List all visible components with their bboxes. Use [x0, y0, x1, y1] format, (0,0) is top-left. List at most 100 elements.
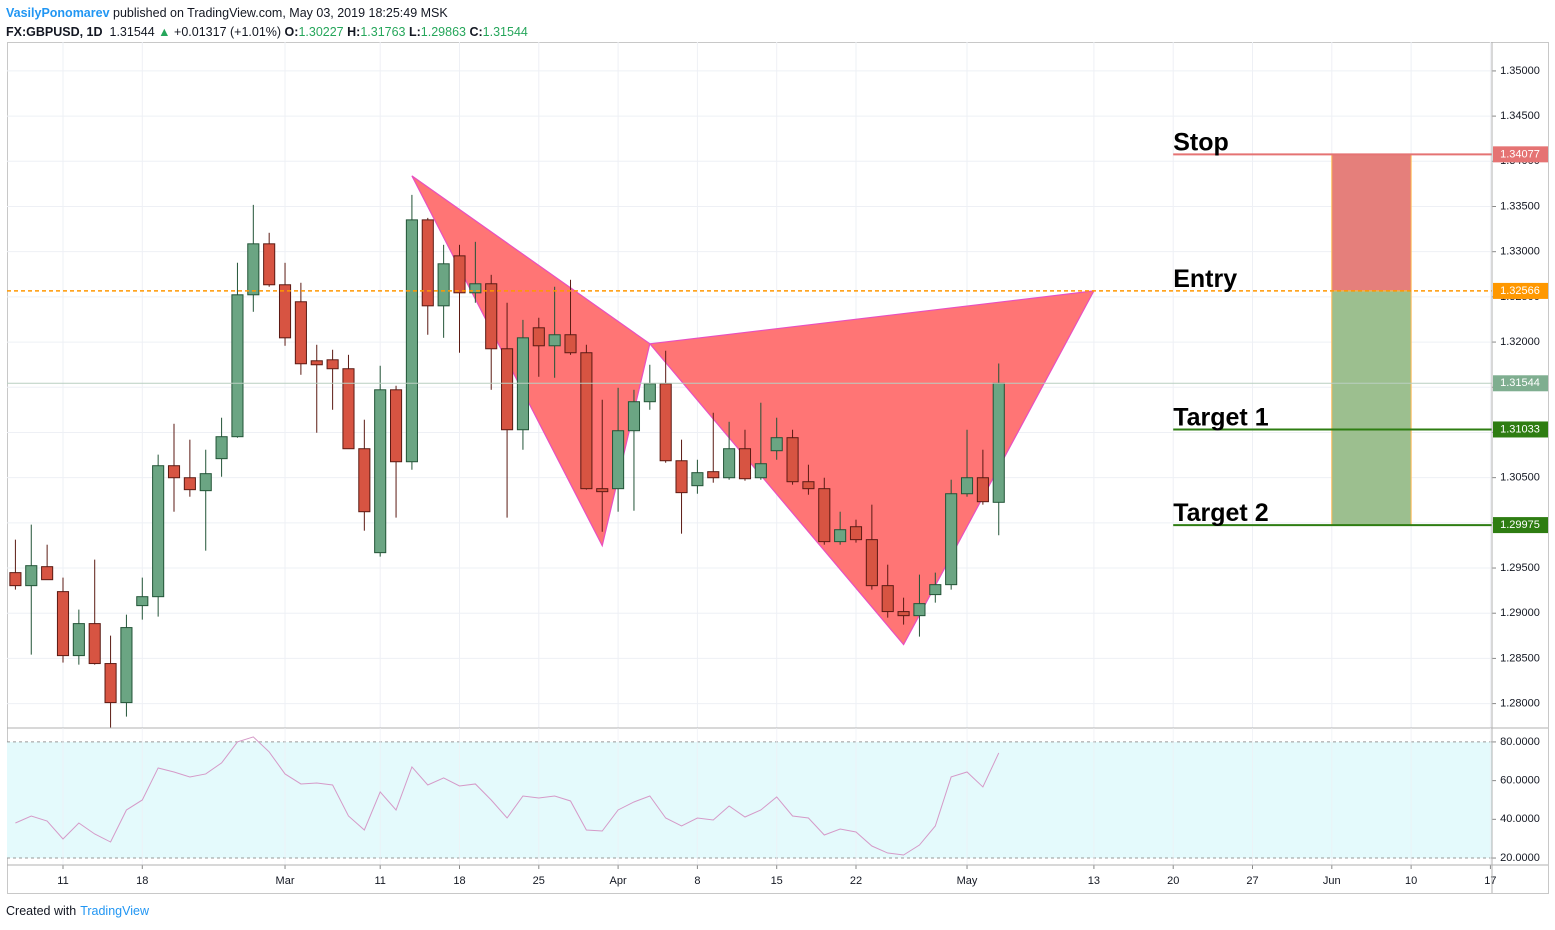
candle-body — [405, 219, 418, 463]
candle-body — [627, 401, 641, 432]
y-tick-label: 1.34500 — [1500, 110, 1540, 122]
last-price-tag — [1493, 375, 1548, 392]
candle-body — [818, 488, 831, 543]
candle-body — [865, 539, 878, 587]
candle-body — [263, 243, 276, 286]
x-tick-label: 20 — [1167, 875, 1179, 887]
candle-body — [72, 623, 85, 657]
candle-body — [834, 529, 847, 543]
candle-body — [881, 585, 894, 613]
frame — [7, 42, 1549, 894]
l-label: L: — [408, 25, 421, 39]
y-tick-label: 1.30500 — [1500, 472, 1540, 484]
y-tick-label: 1.29500 — [1500, 562, 1540, 574]
last-price-label: 1.31544 — [1500, 377, 1540, 389]
candle-body — [342, 368, 355, 450]
x-tick-label: 18 — [453, 875, 465, 887]
candle-body — [485, 283, 498, 350]
rsi-line — [15, 736, 1000, 856]
candle-body — [691, 472, 704, 487]
x-tick-label: 27 — [1246, 875, 1258, 887]
candle-body — [802, 481, 815, 490]
candle-body — [913, 603, 926, 617]
level-text: Target 1 — [1173, 403, 1268, 431]
y-tick-label: 20.0000 — [1500, 852, 1540, 864]
candle-body — [754, 463, 767, 479]
x-tick-label: 15 — [771, 875, 783, 887]
candle-body — [247, 243, 260, 296]
level-tag — [1493, 517, 1548, 534]
candle-body — [136, 596, 149, 607]
candle-body — [738, 448, 752, 480]
candle-body — [358, 448, 371, 513]
symbol: FX:GBPUSD, 1D — [6, 25, 103, 39]
o-label: O: — [284, 25, 299, 39]
c-label: C: — [469, 25, 483, 39]
created: Created with — [6, 904, 77, 918]
level-price-label: 1.31033 — [1500, 423, 1540, 435]
x-tick-label: 25 — [533, 875, 545, 887]
reward-box — [1331, 290, 1412, 526]
level-price-label: 1.34077 — [1500, 148, 1540, 160]
candle-body — [580, 352, 593, 490]
x-tick-label: 13 — [1088, 875, 1100, 887]
x-tick-label: 11 — [57, 875, 68, 887]
candle-body — [437, 263, 450, 307]
candle-body — [104, 663, 117, 704]
level-tag — [1493, 421, 1548, 438]
candle-body — [167, 465, 181, 479]
rsi-band — [7, 741, 1492, 859]
x-tick-label: Jun — [1323, 875, 1341, 887]
candle-body — [897, 611, 910, 617]
candle-body — [120, 627, 133, 704]
candle-body — [548, 334, 561, 347]
candle-body — [41, 566, 54, 581]
arrow: ▲ — [158, 25, 171, 39]
y-tick-label: 40.0000 — [1500, 813, 1540, 825]
y-tick-label: 1.28000 — [1500, 698, 1540, 710]
level-tag — [1493, 282, 1548, 299]
level-text: Stop — [1173, 128, 1229, 156]
author[interactable]: VasilyPonomarev — [6, 6, 110, 20]
pattern-triangle — [648, 290, 1095, 646]
y-tick-label: 1.28500 — [1500, 652, 1540, 664]
candle-body — [453, 255, 466, 294]
candle-body — [992, 382, 1005, 503]
level-price-label: 1.29975 — [1500, 519, 1540, 531]
candle-body — [390, 389, 403, 463]
candle-body — [929, 584, 942, 596]
candle-body — [421, 219, 434, 307]
brand[interactable]: TradingView — [80, 904, 149, 918]
candle-body — [278, 284, 292, 339]
candle-body — [564, 334, 577, 354]
candle-body — [231, 294, 244, 438]
header-line-1: VasilyPonomarev published on TradingView… — [6, 4, 528, 23]
x-tick-label: Mar — [276, 875, 295, 887]
level-text: Target 2 — [1173, 499, 1268, 527]
h: 1.31763 — [360, 25, 406, 39]
candle-body — [183, 477, 196, 491]
price: 1.31544 — [109, 25, 155, 39]
candle-body — [326, 359, 339, 370]
y-tick-label: 1.33500 — [1500, 200, 1540, 212]
published: published on TradingView.com, May 03, 20… — [113, 6, 448, 20]
header-line-2: FX:GBPUSD, 1D 1.31544 ▲ +0.01317 (+1.01%… — [6, 23, 528, 42]
level-tag — [1493, 146, 1548, 163]
candle-body — [199, 473, 212, 492]
candle-body — [770, 437, 783, 452]
x-tick-label: May — [957, 875, 978, 887]
x-tick-label: 17 — [1484, 875, 1496, 887]
candle-body — [374, 389, 387, 554]
c: 1.31544 — [482, 25, 528, 39]
candle-body — [532, 327, 545, 347]
candle-body — [294, 301, 307, 365]
candle-body — [25, 565, 38, 587]
candle-body — [612, 430, 625, 490]
y-tick-label: 60.0000 — [1500, 775, 1540, 787]
candle-body — [56, 591, 70, 657]
pattern-triangle — [411, 175, 651, 548]
y-tick-label: 1.32000 — [1500, 336, 1540, 348]
candle-body — [310, 360, 323, 366]
candle-body — [976, 477, 989, 503]
